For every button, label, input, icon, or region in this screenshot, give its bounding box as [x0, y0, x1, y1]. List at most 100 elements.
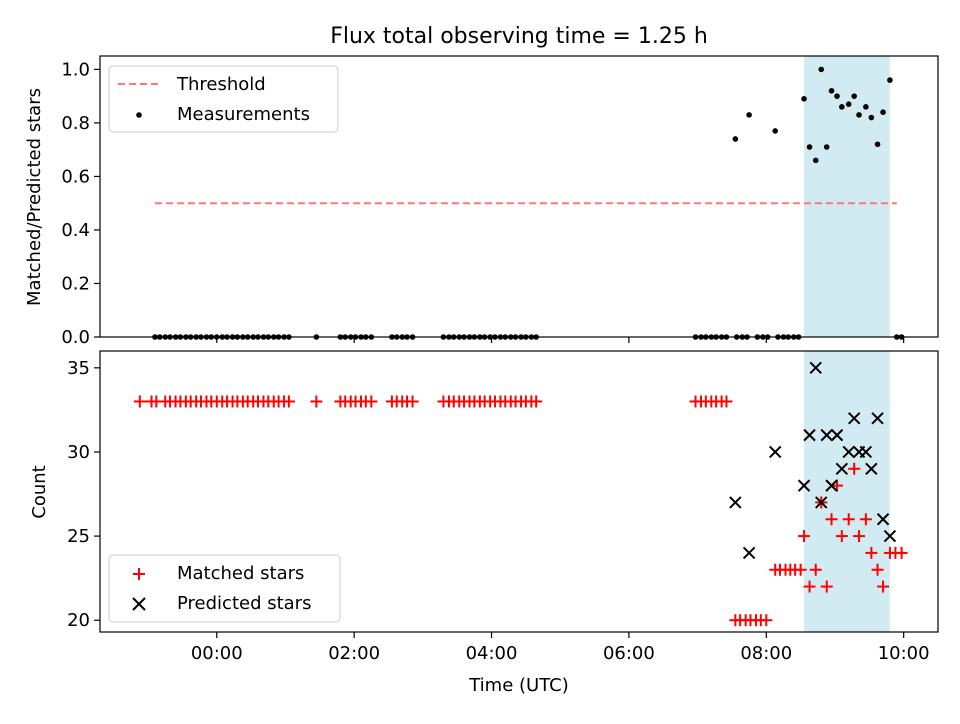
measurement-point — [806, 144, 813, 150]
y-tick-label: 30 — [67, 442, 90, 463]
x-tick-label: 04:00 — [466, 643, 518, 664]
measurement-point — [823, 144, 830, 150]
count-plot-frame — [99, 350, 939, 633]
predicted-star-marker — [729, 496, 742, 509]
measurement-point — [746, 112, 752, 118]
y-tick-label: 20 — [67, 610, 90, 631]
measurement-point — [856, 112, 862, 118]
matched-star-marker — [835, 530, 848, 543]
measurement-point — [868, 114, 875, 121]
matched-star-marker — [720, 395, 733, 408]
legend-predicted-swatch — [132, 597, 146, 611]
legend-predicted-label: Predicted stars — [177, 593, 311, 614]
matched-star-marker — [853, 530, 866, 543]
y-tick-label: 1.0 — [61, 59, 90, 80]
x-axis-label: Time (UTC) — [468, 675, 569, 696]
matched-star-marker — [406, 395, 419, 408]
predicted-star-markers — [729, 361, 897, 560]
predicted-star-marker — [859, 445, 873, 459]
x-tick-label: 08:00 — [740, 643, 792, 664]
matched-star-marker — [133, 395, 146, 408]
measurement-point — [863, 104, 869, 110]
measurement-point — [818, 66, 825, 73]
measurement-point — [772, 128, 779, 134]
legend-measurements-swatch — [136, 112, 142, 118]
count-legend: Matched stars Predicted stars — [108, 554, 341, 623]
matched-star-markers — [133, 395, 908, 627]
measurement-point — [839, 104, 845, 110]
matched-star-marker — [859, 513, 872, 526]
predicted-star-marker — [835, 462, 849, 475]
ratio-panel: 0.0 0.2 0.4 0.6 0.8 1.0 Matched/Predicted sta… — [24, 55, 939, 348]
legend-threshold-label: Threshold — [176, 74, 266, 95]
predicted-star-marker — [809, 361, 822, 375]
predicted-star-marker — [742, 546, 756, 560]
count-legend-box — [108, 554, 341, 623]
matched-star-marker — [530, 395, 543, 408]
measurement-point — [801, 96, 807, 102]
measurement-point — [887, 77, 893, 83]
y-tick-label: 35 — [67, 358, 90, 379]
observing-window-highlight-lower — [804, 351, 890, 632]
legend-matched-swatch — [133, 568, 145, 580]
count-y-axis-ticks: 20 25 30 35 — [67, 358, 100, 631]
matched-star-marker — [871, 563, 884, 576]
predicted-star-marker — [842, 445, 855, 459]
ratio-legend: Threshold Measurements — [108, 65, 339, 133]
matched-star-marker — [803, 580, 816, 593]
predicted-star-marker — [865, 462, 878, 475]
measurement-point — [732, 136, 739, 142]
x-tick-label: 02:00 — [328, 643, 380, 664]
predicted-star-marker — [871, 412, 884, 425]
x-tick-label: 00:00 — [191, 643, 243, 664]
matched-star-marker — [820, 580, 833, 593]
ratio-plot-frame — [99, 55, 939, 338]
y-tick-label: 0.6 — [61, 166, 90, 187]
measurement-point — [828, 87, 835, 94]
matched-star-marker — [282, 395, 295, 408]
predicted-star-marker — [825, 479, 838, 492]
figure-title: Flux total observing time = 1.25 h — [330, 24, 708, 49]
predicted-star-marker — [830, 428, 844, 442]
matched-star-marker — [848, 462, 861, 475]
matched-star-marker — [310, 395, 323, 408]
matched-star-marker — [365, 395, 378, 408]
matched-star-marker — [794, 563, 807, 576]
y-tick-label: 0.8 — [61, 113, 90, 134]
count-x-axis-ticks: 00:00 02:00 04:00 06:00 08:00 10:00 — [191, 632, 930, 664]
x-tick-label: 06:00 — [603, 643, 655, 664]
ratio-y-axis-label: Matched/Predicted stars — [24, 88, 45, 306]
measurement-point — [851, 93, 857, 99]
predicted-star-marker — [820, 428, 833, 442]
matched-star-marker — [798, 530, 811, 543]
predicted-star-marker — [797, 479, 811, 492]
measurement-points — [152, 66, 905, 340]
ratio-y-axis-ticks: 0.0 0.2 0.4 0.6 0.8 1.0 — [61, 59, 100, 348]
ratio-legend-box — [108, 65, 339, 133]
measurement-point — [880, 109, 886, 115]
predicted-star-marker — [815, 496, 828, 509]
y-tick-label: 0.2 — [61, 273, 90, 294]
predicted-star-marker — [803, 428, 816, 442]
y-tick-label: 0.0 — [61, 327, 90, 348]
predicted-star-marker — [876, 513, 890, 526]
observing-window-highlight — [804, 56, 890, 337]
matched-star-marker — [825, 513, 838, 526]
legend-measurements-label: Measurements — [177, 104, 310, 125]
matched-star-marker — [842, 513, 855, 526]
matched-star-marker — [895, 546, 908, 559]
predicted-star-marker — [847, 412, 861, 425]
matched-star-marker — [809, 563, 822, 576]
matched-star-marker — [865, 546, 878, 559]
y-tick-label: 25 — [67, 526, 90, 547]
measurement-point — [874, 141, 881, 148]
measurement-point — [845, 101, 852, 107]
matched-star-marker — [831, 479, 844, 492]
y-tick-label: 0.4 — [61, 220, 90, 241]
legend-matched-label: Matched stars — [177, 563, 304, 584]
predicted-star-marker — [769, 445, 782, 459]
ratio-x-axis-ticks — [216, 337, 905, 343]
count-y-axis-label: Count — [29, 465, 50, 518]
